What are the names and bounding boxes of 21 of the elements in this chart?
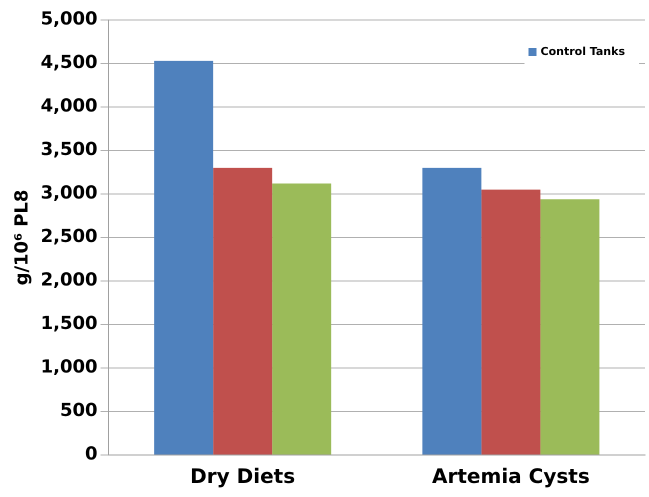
bar — [540, 199, 600, 454]
y-tick-label: 4,500 — [40, 52, 98, 74]
y-axis-title: g/10⁶ PL8 — [11, 190, 32, 286]
bar — [213, 168, 272, 454]
y-tick-label: 3,500 — [40, 139, 98, 160]
bar — [154, 60, 214, 454]
y-tick-label: 4,000 — [40, 96, 98, 117]
y-tick-label: 1,500 — [40, 313, 98, 334]
bar — [481, 190, 540, 454]
y-tick-label: 0 — [85, 444, 98, 465]
x-tick-label: Artemia Cysts — [432, 464, 590, 488]
y-tick-label: 5,000 — [40, 8, 98, 30]
y-tick-label: 500 — [60, 400, 98, 422]
bar — [422, 168, 482, 454]
y-tick-label: 3,000 — [40, 182, 98, 204]
x-tick-label: Dry Diets — [190, 464, 296, 488]
y-tick-label: 1,000 — [40, 356, 98, 378]
legend-label: Control Tanks — [540, 44, 626, 58]
y-tick-label: 2,500 — [40, 226, 98, 248]
y-tick-label: 2,000 — [40, 270, 98, 291]
bar — [272, 184, 332, 454]
